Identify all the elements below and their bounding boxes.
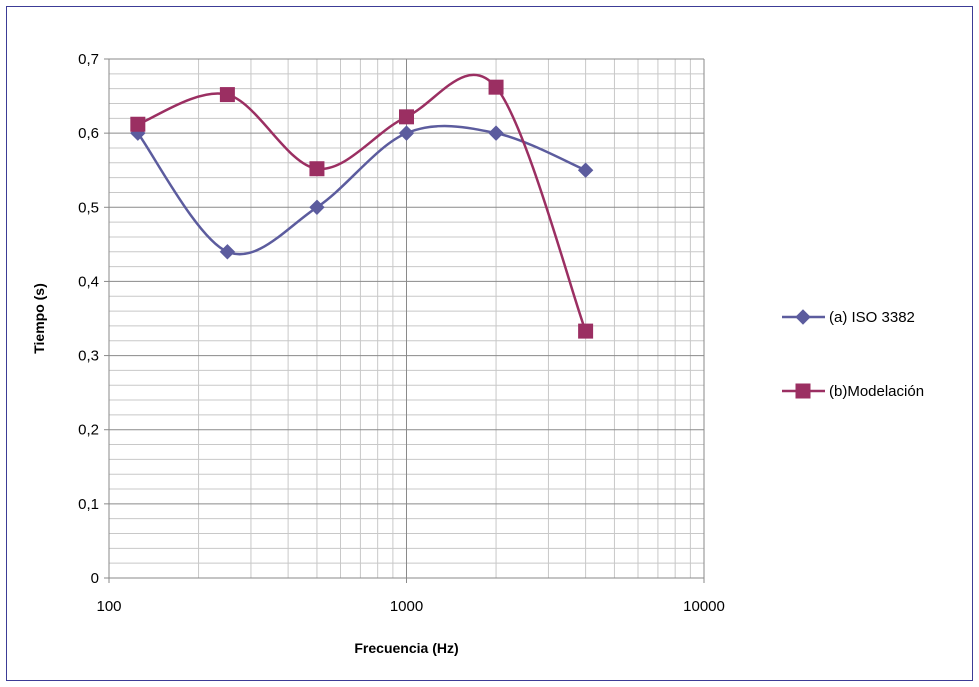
y-tick-label: 0,5 bbox=[78, 199, 99, 216]
chart-svg: 0 0,1 0,2 0,3 0,4 0,5 0,6 0,7 100 1000 10000 Frecu… bbox=[31, 51, 924, 656]
chart-container: 0 0,1 0,2 0,3 0,4 0,5 0,6 0,7 100 1000 10000 Frecu… bbox=[6, 6, 973, 681]
data-point bbox=[577, 162, 594, 178]
data-point bbox=[399, 109, 414, 125]
data-point bbox=[309, 199, 325, 215]
y-tick-label: 0,3 bbox=[78, 348, 99, 365]
y-tick-label: 0,7 bbox=[78, 51, 99, 68]
axes bbox=[104, 58, 705, 583]
x-tick-label: 1000 bbox=[390, 598, 423, 615]
legend-marker bbox=[795, 309, 811, 325]
data-point bbox=[130, 116, 146, 132]
x-tick-label: 10000 bbox=[683, 598, 725, 615]
data-point bbox=[578, 323, 594, 339]
legend-entry: (a) ISO 3382 bbox=[782, 309, 915, 326]
series-line bbox=[136, 124, 587, 256]
data-point bbox=[398, 125, 415, 141]
y-tick-label: 0,4 bbox=[78, 273, 99, 290]
legend-marker bbox=[795, 383, 811, 399]
x-tick-label: 100 bbox=[96, 598, 121, 615]
y-tick-label: 0,1 bbox=[78, 496, 99, 513]
x-axis-title: Frecuencia (Hz) bbox=[354, 640, 458, 656]
data-point bbox=[219, 244, 236, 260]
y-tick-label: 0 bbox=[91, 570, 99, 587]
series bbox=[130, 73, 594, 339]
legend-label: (b)Modelación bbox=[829, 383, 924, 400]
tick-labels: 0 0,1 0,2 0,3 0,4 0,5 0,6 0,7 100 1000 10000 bbox=[78, 51, 725, 615]
legend-label: (a) ISO 3382 bbox=[829, 309, 915, 326]
data-point bbox=[219, 87, 235, 103]
y-axis-title: Tiempo (s) bbox=[31, 283, 47, 354]
series-modelacion bbox=[130, 73, 594, 339]
y-tick-label: 0,6 bbox=[78, 125, 99, 142]
legend: (a) ISO 3382 (b)Modelación bbox=[782, 309, 924, 400]
series-iso-3382 bbox=[130, 124, 594, 260]
series-line bbox=[137, 73, 587, 332]
y-tick-label: 0,2 bbox=[78, 422, 99, 439]
data-point bbox=[309, 161, 325, 177]
data-point bbox=[488, 125, 504, 141]
legend-entry: (b)Modelación bbox=[782, 383, 924, 400]
data-point bbox=[488, 79, 504, 95]
